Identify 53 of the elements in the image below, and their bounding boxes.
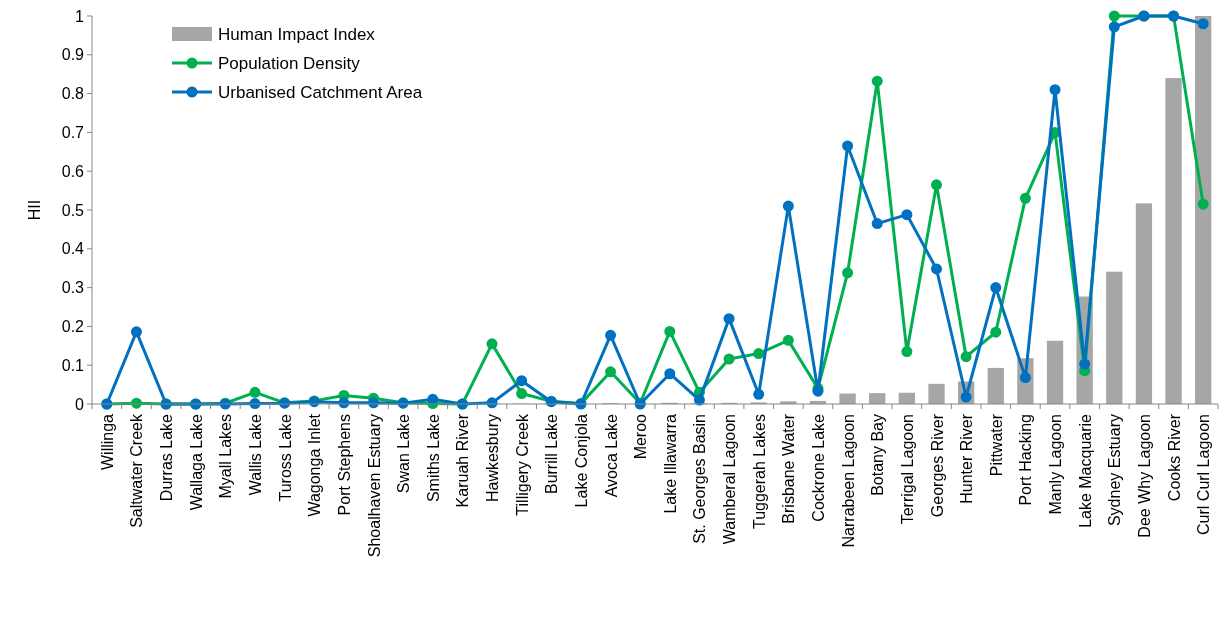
legend-label: Human Impact Index xyxy=(218,24,376,44)
y-tick-label: 0.7 xyxy=(61,124,85,141)
x-tick-label: Wagonga Inlet xyxy=(306,413,324,517)
x-tick-label: Hunter River xyxy=(958,413,976,504)
x-tick-label: Hawkesbury xyxy=(484,414,502,503)
x-tick-label: Cockrone Lake xyxy=(809,413,827,522)
x-tick-label: Shoalhaven Estuary xyxy=(365,414,383,558)
x-tick-label: St. Georges Basin xyxy=(691,414,709,544)
x-tick-label: Lake Conjola xyxy=(572,413,590,508)
x-tick-label: Avoca Lake xyxy=(602,413,620,498)
x-tick-label: Brisbane Water xyxy=(780,413,798,524)
y-tick-label: 0.9 xyxy=(61,46,85,64)
x-tick-label: Botany Bay xyxy=(869,414,887,496)
x-tick-label: Georges River xyxy=(928,413,946,518)
x-tick-label: Narrabeen Lagoon xyxy=(839,414,857,548)
x-tick-label: Port Stephens xyxy=(335,414,353,516)
x-tick-label: Tuross Lake xyxy=(276,413,294,502)
x-tick-label: Dee Why Lagoon xyxy=(1135,414,1153,538)
x-tick-label: Sydney Estuary xyxy=(1106,414,1124,527)
y-tick-label: 0.8 xyxy=(61,85,85,103)
y-tick-label: 0.5 xyxy=(61,201,85,219)
x-tick-label: Port Hacking xyxy=(1017,414,1035,506)
x-tick-label: Meroo xyxy=(632,413,650,460)
x-tick-label: Lake Illawarra xyxy=(661,413,679,514)
x-tick-label: Cooks River xyxy=(1165,413,1183,502)
y-tick-label: 0 xyxy=(75,395,85,413)
legend-label: Urbanised Catchment Area xyxy=(218,82,423,102)
y-tick-label: 1 xyxy=(75,7,85,25)
x-tick-label: Swan Lake xyxy=(395,413,413,494)
x-tick-label: Wallaga Lake xyxy=(187,413,205,511)
legend-label: Population Density xyxy=(218,53,361,73)
x-tick-label: Durras Lake xyxy=(158,413,176,502)
y-tick-label: 0.3 xyxy=(61,279,85,297)
x-tick-label: Karuah River xyxy=(454,413,472,508)
y-tick-label: 0.1 xyxy=(61,356,85,374)
x-tick-label: Willinga xyxy=(98,413,116,471)
x-tick-label: Saltwater Creek xyxy=(128,413,146,528)
x-tick-label: Manly Lagoon xyxy=(1047,414,1065,515)
y-tick-label: 0.6 xyxy=(61,162,85,180)
x-tick-label: Smiths Lake xyxy=(424,413,442,503)
y-axis-title: HII xyxy=(26,199,43,221)
x-tick-label: Pittwater xyxy=(987,413,1005,477)
y-tick-label: 0.4 xyxy=(61,240,85,258)
x-tick-label: Curl Curl Lagoon xyxy=(1195,414,1213,535)
x-tick-label: Myall Lakes xyxy=(217,414,235,499)
x-tick-label: Wamberal Lagoon xyxy=(721,414,739,545)
x-tick-label: Wallis Lake xyxy=(246,413,264,496)
x-tick-label: Terrigal Lagoon xyxy=(898,414,916,525)
y-tick-label: 0.2 xyxy=(61,318,85,335)
x-tick-label: Lake Macquarie xyxy=(1076,413,1094,528)
x-tick-label: Tilligery Creek xyxy=(513,413,531,516)
x-tick-label: Burrill Lake xyxy=(543,413,561,495)
x-tick-label: Tuggerah Lakes xyxy=(750,414,768,530)
